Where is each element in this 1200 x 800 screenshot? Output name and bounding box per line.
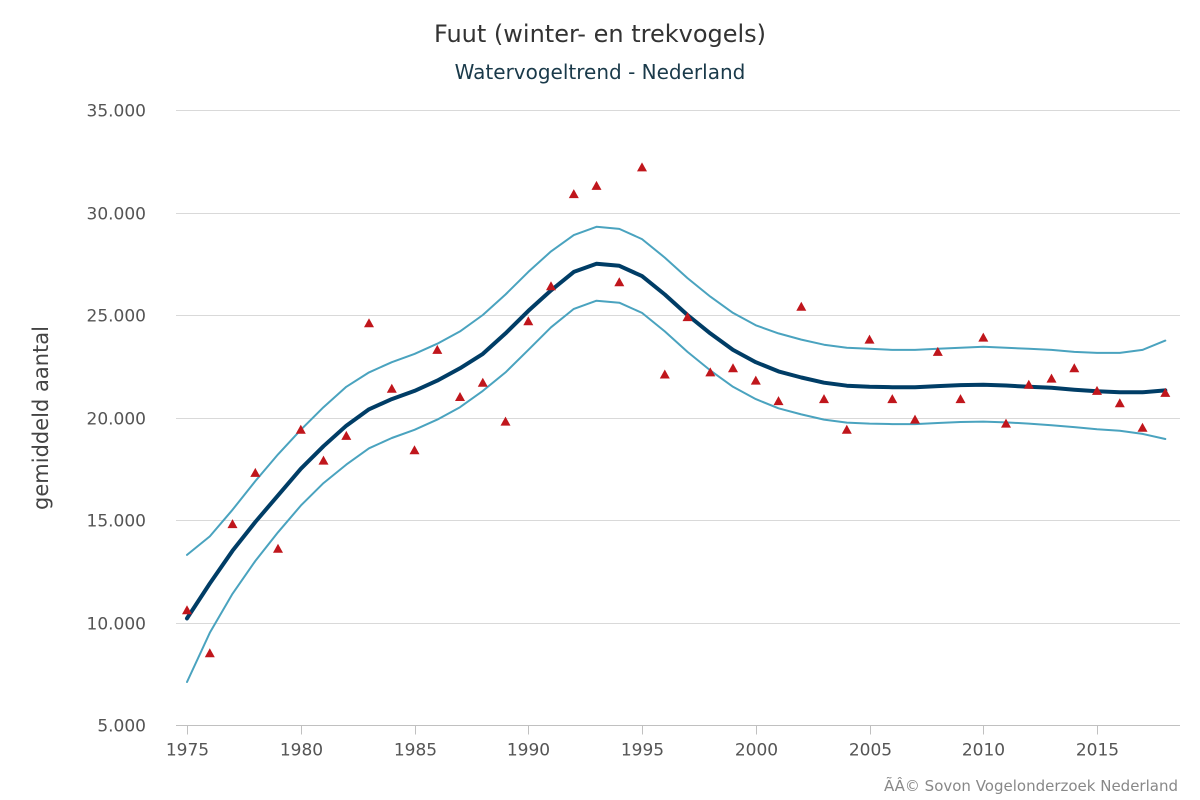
series-line-trend — [185, 261, 1168, 621]
data-point-1999 — [728, 363, 738, 373]
data-point-2001 — [773, 396, 784, 406]
data-point-2016 — [1114, 398, 1125, 408]
data-point-1976 — [204, 648, 215, 658]
x-tick-label: 1980 — [280, 741, 323, 761]
chart-title: Fuut (winter- en trekvogels) — [434, 20, 766, 48]
data-point-2015 — [1092, 385, 1102, 395]
data-point-2006 — [887, 394, 898, 404]
chart-credits[interactable]: ÃÂ© Sovon Vogelonderzoek Nederland — [884, 776, 1178, 795]
data-point-1986 — [432, 344, 443, 354]
x-tick-label: 2010 — [962, 741, 1005, 761]
data-point-1992 — [568, 189, 579, 199]
data-point-2013 — [1046, 373, 1057, 383]
data-point-1993 — [591, 180, 602, 190]
series-line-upper — [186, 225, 1167, 556]
data-point-2003 — [819, 394, 829, 404]
data-point-2000 — [750, 375, 761, 385]
data-point-2017 — [1137, 422, 1148, 432]
y-tick-label: 35.000 — [87, 102, 146, 122]
data-point-2007 — [910, 414, 920, 424]
data-point-1978 — [250, 467, 261, 477]
axes: 5.000 10.000 15.000 20.000 25.000 30.000 35.00… — [87, 102, 1180, 761]
data-point-1995 — [637, 162, 647, 172]
x-tick-label: 2000 — [735, 741, 778, 761]
data-point-2010 — [978, 332, 989, 342]
data-point-2005 — [864, 334, 875, 344]
x-tick-label: 1990 — [507, 741, 550, 761]
x-tick-label: 1995 — [621, 741, 664, 761]
data-point-1998 — [705, 367, 716, 377]
data-point-1980 — [295, 424, 306, 434]
observed-markers — [182, 162, 1171, 658]
gridlines — [176, 110, 1180, 726]
x-tick-label: 1985 — [394, 741, 437, 761]
data-point-1987 — [455, 392, 465, 401]
data-point-1983 — [364, 318, 374, 328]
data-point-1990 — [523, 316, 534, 326]
x-tick-label: 2005 — [849, 741, 892, 761]
data-point-2012 — [1023, 379, 1034, 389]
data-point-2002 — [796, 301, 807, 311]
y-tick-label: 30.000 — [87, 205, 146, 225]
data-point-1988 — [477, 377, 488, 387]
data-point-1989 — [500, 416, 511, 426]
x-tick-label: 1975 — [166, 741, 209, 761]
data-point-1977 — [227, 519, 238, 529]
data-point-2011 — [1001, 418, 1011, 428]
data-point-1991 — [546, 281, 556, 291]
y-tick-label: 20.000 — [87, 410, 146, 430]
y-tick-label: 10.000 — [87, 615, 146, 635]
series-line-lower — [186, 299, 1167, 683]
data-point-2009 — [955, 394, 966, 404]
chart-subtitle: Watervogeltrend - Nederland — [455, 60, 746, 84]
data-point-1994 — [614, 277, 625, 287]
data-point-1997 — [682, 312, 693, 322]
data-point-1979 — [273, 543, 283, 553]
x-tick-label: 2015 — [1076, 741, 1119, 761]
data-point-1996 — [659, 369, 670, 379]
data-point-1981 — [318, 455, 329, 465]
data-point-2018 — [1160, 387, 1171, 397]
y-tick-label: 5.000 — [97, 717, 146, 737]
y-tick-label: 15.000 — [87, 512, 146, 532]
data-point-1975 — [182, 605, 192, 615]
series-group — [185, 225, 1168, 683]
data-point-1984 — [386, 383, 397, 393]
y-axis-title: gemiddeld aantal — [29, 326, 53, 510]
data-point-2014 — [1069, 363, 1080, 373]
data-point-1985 — [409, 445, 420, 455]
data-point-1982 — [341, 430, 352, 440]
data-point-2004 — [841, 424, 852, 434]
y-tick-label: 25.000 — [87, 307, 146, 327]
data-point-2008 — [932, 346, 943, 356]
